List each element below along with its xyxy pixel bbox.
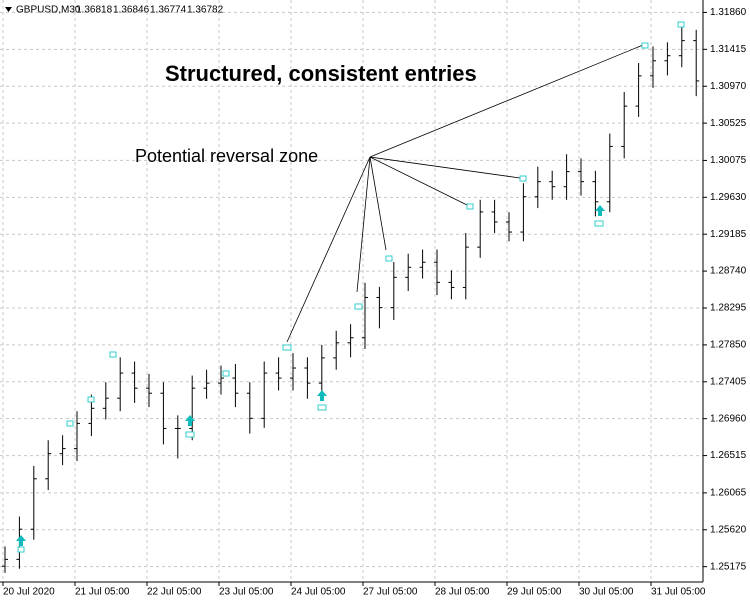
y-tick-label: 1.29630 bbox=[710, 192, 747, 203]
buy-arrow bbox=[595, 205, 605, 216]
y-tick-label: 1.27405 bbox=[710, 376, 747, 387]
y-tick-label: 1.25175 bbox=[710, 561, 747, 572]
header-value: 1.36846 bbox=[113, 5, 150, 16]
marker bbox=[354, 303, 363, 310]
marker bbox=[385, 255, 393, 262]
marker bbox=[519, 175, 527, 182]
x-tick-label: 27 Jul 05:00 bbox=[363, 587, 418, 598]
signal-lines bbox=[286, 44, 644, 343]
y-tick-label: 1.26515 bbox=[710, 450, 747, 461]
marker bbox=[317, 404, 327, 411]
marker bbox=[87, 396, 95, 403]
marker bbox=[109, 351, 117, 358]
y-tick-label: 1.26065 bbox=[710, 488, 747, 499]
y-tick-label: 1.31415 bbox=[710, 44, 747, 55]
x-tick-label: 21 Jul 05:00 bbox=[75, 587, 130, 598]
buy-arrow bbox=[317, 390, 327, 401]
marker bbox=[185, 431, 195, 438]
y-tick-label: 1.25620 bbox=[710, 524, 747, 535]
x-tick-label: 24 Jul 05:00 bbox=[291, 587, 346, 598]
y-tick-label: 1.30525 bbox=[710, 118, 747, 129]
annotation-line bbox=[286, 156, 371, 343]
y-tick-label: 1.29185 bbox=[710, 229, 747, 240]
x-tick-label: 29 Jul 05:00 bbox=[507, 587, 562, 598]
x-tick-label: 23 Jul 05:00 bbox=[219, 587, 274, 598]
annotation-line bbox=[369, 156, 521, 179]
bars bbox=[2, 25, 700, 573]
y-tick-label: 1.30970 bbox=[710, 81, 747, 92]
symbol: GBPUSD,M30 bbox=[16, 5, 81, 16]
x-tick-label: 30 Jul 05:00 bbox=[579, 587, 634, 598]
y-tick-label: 1.30075 bbox=[710, 155, 747, 166]
header-value: 1.36782 bbox=[187, 5, 224, 16]
x-tick-label: 20 Jul 2020 bbox=[3, 587, 55, 598]
marker bbox=[466, 203, 474, 210]
buy-arrow bbox=[185, 415, 195, 426]
annotation-line bbox=[369, 156, 387, 251]
header-value: 1.36818 bbox=[76, 5, 113, 16]
y-tick-label: 1.28295 bbox=[710, 303, 747, 314]
marker bbox=[222, 370, 230, 377]
annotation-line bbox=[369, 44, 644, 158]
annotation-title: Structured, consistent entries bbox=[165, 61, 477, 86]
x-tick-label: 31 Jul 05:00 bbox=[651, 587, 706, 598]
header-value: 1.36774 bbox=[150, 5, 187, 16]
x-tick-label: 22 Jul 05:00 bbox=[147, 587, 202, 598]
y-tick-label: 1.27850 bbox=[710, 340, 747, 351]
marker bbox=[17, 546, 25, 553]
marker bbox=[594, 220, 604, 227]
annotation-line bbox=[369, 156, 468, 206]
signal-markers bbox=[16, 21, 685, 553]
annotation-label: Potential reversal zone bbox=[135, 146, 318, 166]
marker bbox=[66, 420, 74, 427]
marker bbox=[282, 344, 292, 351]
header-values: 1.36818 1.36846 1.36774 1.36782 bbox=[76, 5, 224, 16]
annotation-line bbox=[356, 156, 371, 293]
y-tick-label: 1.28740 bbox=[710, 266, 747, 277]
x-tick-label: 28 Jul 05:00 bbox=[435, 587, 490, 598]
marker bbox=[677, 21, 685, 28]
buy-arrow bbox=[16, 535, 26, 546]
y-tick-label: 1.31860 bbox=[710, 7, 747, 18]
marker bbox=[641, 42, 649, 49]
menu-triangle[interactable] bbox=[5, 7, 12, 12]
y-tick-label: 1.26960 bbox=[710, 413, 747, 424]
grid bbox=[0, 0, 703, 582]
